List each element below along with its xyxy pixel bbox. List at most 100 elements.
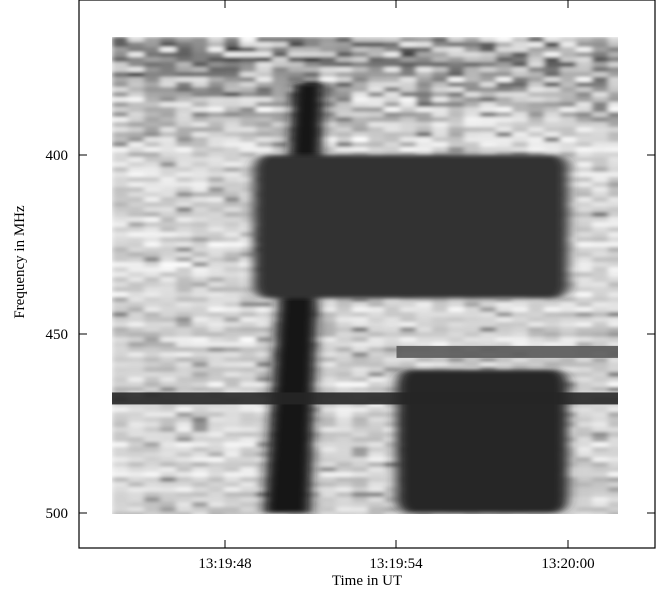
noise-cell xyxy=(512,322,528,327)
noise-cell xyxy=(384,487,400,492)
noise-cell xyxy=(592,287,608,292)
noise-cell xyxy=(576,472,592,477)
noise-cell xyxy=(320,372,336,377)
noise-cell xyxy=(352,52,368,57)
noise-cell xyxy=(560,52,576,57)
noise-cell xyxy=(208,72,224,77)
noise-cell xyxy=(592,477,608,482)
noise-cell xyxy=(320,512,336,514)
noise-cell xyxy=(336,357,352,362)
noise-cell xyxy=(608,462,618,467)
noise-cell xyxy=(160,487,176,492)
noise-cell xyxy=(368,497,384,502)
noise-cell xyxy=(128,427,144,432)
noise-cell xyxy=(240,462,256,467)
noise-cell xyxy=(112,292,128,297)
noise-cell xyxy=(336,317,352,322)
noise-cell xyxy=(608,272,618,277)
noise-cell xyxy=(464,337,480,342)
noise-cell xyxy=(368,412,384,417)
noise-cell xyxy=(560,37,576,42)
noise-cell xyxy=(352,357,368,362)
noise-cell xyxy=(352,412,368,417)
noise-cell xyxy=(560,117,576,122)
line-mark xyxy=(396,345,618,358)
noise-cell xyxy=(368,307,384,312)
noise-cell xyxy=(400,82,416,87)
noise-cell xyxy=(112,482,128,487)
noise-cell xyxy=(384,307,400,312)
noise-cell xyxy=(144,172,160,177)
noise-cell xyxy=(208,302,224,307)
noise-cell xyxy=(496,137,512,142)
noise-cell xyxy=(368,37,384,42)
noise-cell xyxy=(352,482,368,487)
x-tick-label: 13:19:54 xyxy=(369,556,423,572)
noise-cell xyxy=(160,417,176,422)
noise-cell xyxy=(384,92,400,97)
noise-cell xyxy=(544,67,560,72)
noise-cell xyxy=(448,72,464,77)
noise-cell xyxy=(160,512,176,514)
noise-cell xyxy=(176,42,192,47)
noise-cell xyxy=(192,37,208,42)
noise-cell xyxy=(176,287,192,292)
noise-cell xyxy=(128,377,144,382)
noise-cell xyxy=(400,127,416,132)
noise-cell xyxy=(320,417,336,422)
noise-cell xyxy=(384,297,400,302)
noise-cell xyxy=(368,147,384,152)
noise-cell xyxy=(192,172,208,177)
noise-cell xyxy=(208,232,224,237)
noise-cell xyxy=(256,117,272,122)
noise-cell xyxy=(496,77,512,82)
noise-cell xyxy=(480,102,496,107)
noise-cell xyxy=(144,62,160,67)
noise-cell xyxy=(304,512,320,514)
noise-cell xyxy=(592,487,608,492)
noise-cell xyxy=(224,447,240,452)
noise-cell xyxy=(512,137,528,142)
noise-cell xyxy=(176,227,192,232)
noise-cell xyxy=(560,142,576,147)
noise-cell xyxy=(576,122,592,127)
noise-cell xyxy=(160,312,176,317)
noise-cell xyxy=(144,157,160,162)
noise-cell xyxy=(368,92,384,97)
noise-cell xyxy=(208,332,224,337)
noise-cell xyxy=(480,37,496,42)
noise-cell xyxy=(384,437,400,442)
noise-cell xyxy=(160,172,176,177)
noise-cell xyxy=(464,67,480,72)
noise-cell xyxy=(400,307,416,312)
noise-cell xyxy=(384,502,400,507)
noise-cell xyxy=(160,422,176,427)
noise-cell xyxy=(128,362,144,367)
noise-cell xyxy=(128,297,144,302)
noise-cell xyxy=(560,62,576,67)
noise-cell xyxy=(304,477,320,482)
noise-cell xyxy=(416,112,432,117)
noise-cell xyxy=(192,257,208,262)
noise-cell xyxy=(128,407,144,412)
noise-cell xyxy=(240,337,256,342)
noise-cell xyxy=(272,107,288,112)
noise-cell xyxy=(432,42,448,47)
noise-cell xyxy=(304,502,320,507)
noise-cell xyxy=(256,367,272,372)
noise-cell xyxy=(336,467,352,472)
noise-cell xyxy=(128,242,144,247)
noise-cell xyxy=(224,352,240,357)
noise-cell xyxy=(176,382,192,387)
noise-cell xyxy=(144,367,160,372)
noise-cell xyxy=(352,47,368,52)
noise-cell xyxy=(544,122,560,127)
noise-cell xyxy=(448,87,464,92)
noise-cell xyxy=(112,237,128,242)
noise-cell xyxy=(144,462,160,467)
noise-cell xyxy=(400,112,416,117)
noise-cell xyxy=(592,227,608,232)
noise-cell xyxy=(320,452,336,457)
noise-cell xyxy=(160,207,176,212)
noise-cell xyxy=(512,112,528,117)
